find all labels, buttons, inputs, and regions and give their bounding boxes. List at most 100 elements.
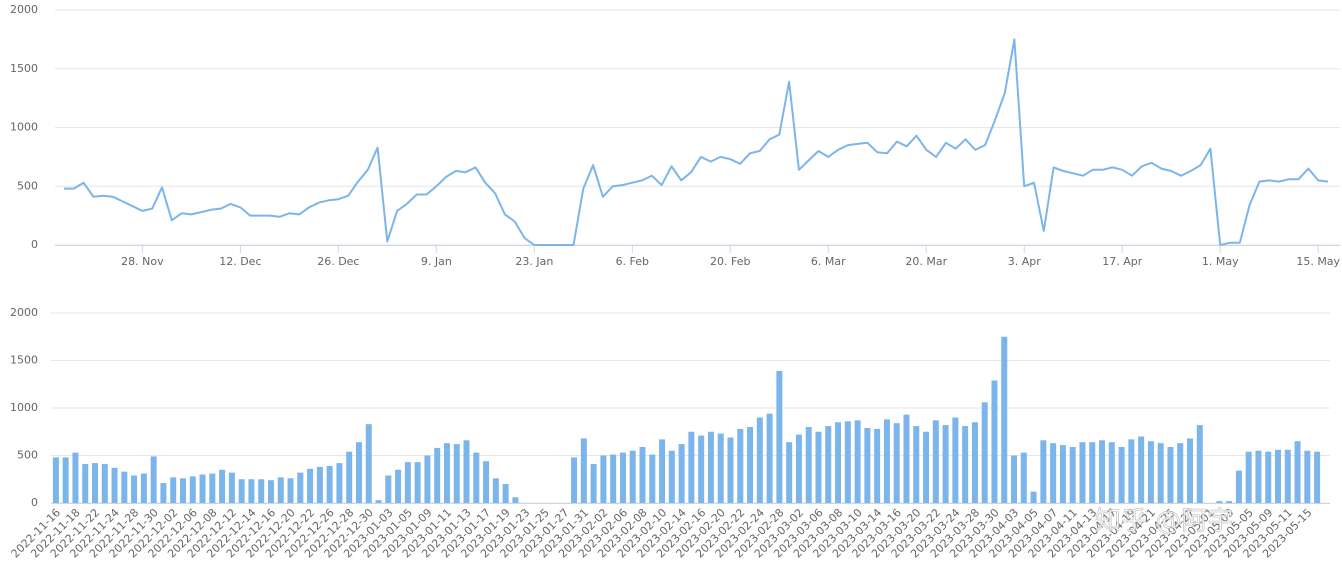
bar [219,469,226,503]
bar [698,435,705,503]
line-series [64,38,1329,246]
bar [649,454,656,503]
x-tick-label: 15. May [1296,255,1340,268]
bar [1020,452,1027,503]
bar [228,472,235,503]
bar [1226,501,1233,503]
bar [121,471,128,503]
bar [160,483,167,503]
bar [72,452,79,503]
bar [365,424,372,503]
y-tick-label: 1500 [10,354,38,367]
bar [1314,451,1321,503]
bar [404,462,411,503]
bar [1128,439,1135,503]
bar [678,444,685,503]
bar [355,442,362,503]
bar [1304,450,1311,503]
bar [776,370,783,503]
bar [1030,491,1037,503]
bar [952,417,959,503]
bar [131,475,138,503]
y-tick-label: 2000 [10,3,38,16]
bar [1265,451,1272,503]
bar [316,466,323,503]
bar [903,414,910,503]
x-tick-label: 20. Mar [905,255,947,268]
bar [883,419,890,503]
bar [571,457,578,503]
bar [1167,446,1174,503]
bar [1069,446,1076,503]
bar [835,422,842,503]
bar [91,463,98,503]
bar [610,454,617,503]
bar [747,427,754,503]
bar [805,427,812,503]
y-tick-label: 1500 [10,62,38,75]
bar [267,480,274,503]
bar [463,440,470,503]
y-tick-label: 0 [31,496,38,509]
bar [923,431,930,503]
bar [414,462,421,503]
bar [385,475,392,503]
bar [991,380,998,503]
bar [434,447,441,503]
x-tick-label: 23. Jan [515,255,553,268]
bar [483,461,490,503]
bar [492,478,499,503]
bar [815,431,822,503]
bar [297,472,304,503]
bar [346,451,353,503]
bar [1235,470,1242,503]
bar [1118,446,1125,503]
bar [1089,442,1096,503]
bar [619,452,626,503]
bar [727,437,734,503]
bar [756,417,763,503]
x-tick-label: 9. Jan [421,255,452,268]
bar [189,476,196,503]
x-tick-label: 28. Nov [121,255,164,268]
bar [111,467,118,503]
x-tick-label: 17. Apr [1102,255,1142,268]
bar [932,420,939,503]
bar [1245,451,1252,503]
bar [1059,445,1066,503]
y-tick-label: 500 [17,179,38,192]
bar [1011,455,1018,503]
bar [277,477,284,503]
bar [1255,450,1262,503]
bar [639,446,646,503]
bar [375,500,382,503]
bar [971,422,978,503]
x-tick-label: 6. Feb [616,255,649,268]
bar [307,468,314,503]
bar [590,464,597,503]
bar [1050,443,1057,503]
bar [864,427,871,503]
bar [1294,441,1301,503]
bar [659,439,666,503]
bar [874,428,881,503]
bar [424,455,431,503]
bar [1196,425,1203,503]
bar [1187,438,1194,503]
bar [62,457,69,503]
bar [209,473,216,503]
y-tick-label: 500 [17,449,38,462]
bar [737,428,744,503]
x-tick-label: 3. Apr [1008,255,1041,268]
bar [179,478,186,503]
bar [82,464,89,503]
bar [1001,336,1008,503]
bar [1157,443,1164,503]
bar [1040,440,1047,503]
bar [248,479,255,503]
bar [600,455,607,503]
x-tick-label: 6. Mar [811,255,846,268]
bar [1147,441,1154,503]
bar [336,463,343,503]
